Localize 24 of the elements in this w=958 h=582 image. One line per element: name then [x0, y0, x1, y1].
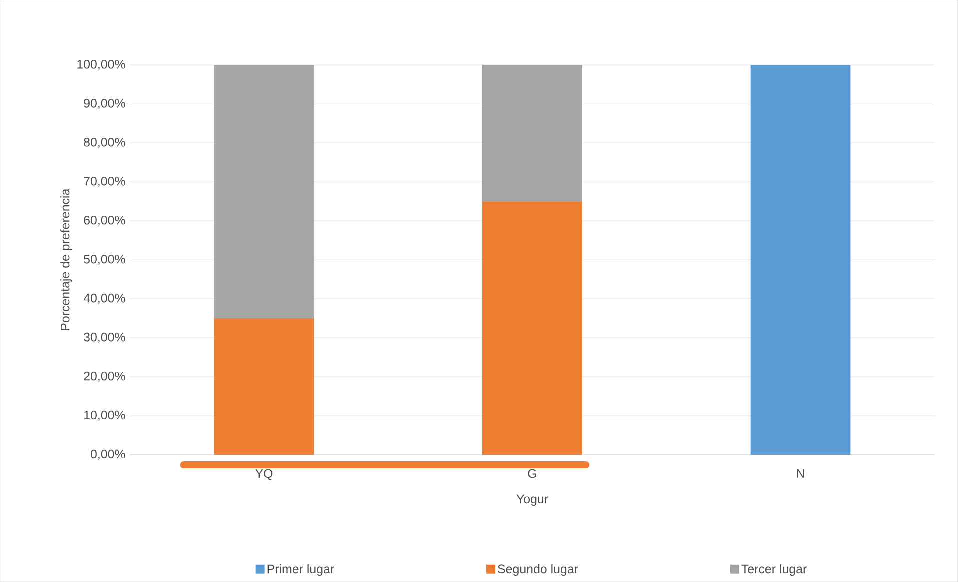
bar [214, 65, 314, 318]
y-tick-label: 90,00% [84, 98, 126, 110]
y-axis-title: Porcentaje de preferencia [60, 188, 72, 330]
bar [482, 202, 582, 455]
legend-label: Primer lugar [268, 564, 334, 576]
y-tick-label: 20,00% [84, 372, 126, 382]
legend-label: Segundo lugar [498, 564, 578, 576]
bar [482, 65, 582, 202]
y-tick-label: 30,00% [84, 332, 126, 344]
y-tick-label: 0,00% [90, 450, 126, 460]
x-tick-label: N [797, 469, 804, 478]
y-tick-label: 80,00% [84, 138, 126, 148]
y-tick-label: 50,00% [84, 254, 126, 266]
y-tick-label: 10,00% [84, 410, 126, 422]
y-tick-label: 40,00% [84, 294, 126, 304]
x-tick-label: YQ [256, 469, 273, 480]
legend-label: Tercer lugar [742, 564, 807, 576]
y-tick-label: 60,00% [84, 216, 126, 226]
bar [214, 318, 314, 455]
x-tick-label: G [528, 469, 536, 478]
bar [750, 65, 851, 455]
y-tick-label: 100,00% [78, 60, 126, 70]
y-tick-label: 70,00% [84, 176, 126, 188]
x-axis-title: Yogur [516, 494, 548, 506]
